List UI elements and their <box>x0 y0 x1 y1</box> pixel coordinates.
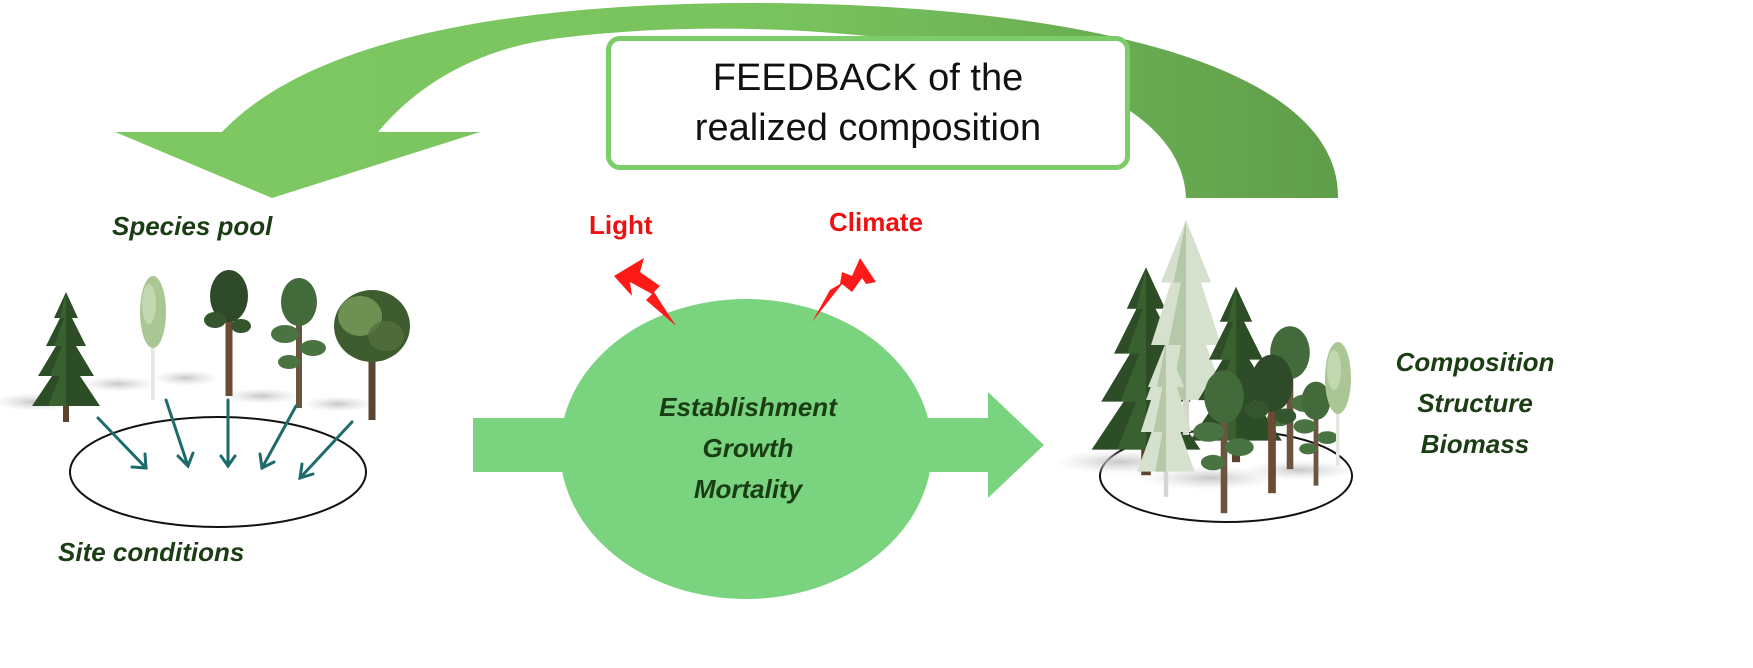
spruce-tree-icon <box>32 292 100 422</box>
process-establishment: Establishment <box>659 392 837 422</box>
output-list: Composition Structure Biomass <box>1375 342 1575 465</box>
output-composition: Composition <box>1395 347 1555 377</box>
climate-label: Climate <box>829 207 923 237</box>
feedback-line-2: realized composition <box>694 107 1042 149</box>
light-lightning-bolt-icon <box>614 258 676 326</box>
climate-lightning-bolt-icon <box>812 258 876 322</box>
feedback-line-1: FEEDBACK of the <box>712 57 1024 99</box>
feedback-box: FEEDBACK of the realized composition <box>606 36 1130 170</box>
site-conditions-label: Site conditions <box>58 537 245 567</box>
output-biomass: Biomass <box>1420 429 1530 459</box>
process-list: Establishment Growth Mortality <box>608 387 888 510</box>
process-ellipse <box>560 299 932 599</box>
site-conditions-ellipse <box>69 416 367 528</box>
larch-tree-icon <box>271 278 326 408</box>
species-pool-label: Species pool <box>112 211 273 241</box>
species-to-site-arrows <box>96 398 354 481</box>
light-label: Light <box>589 210 653 240</box>
realized-forest-trees <box>1054 220 1356 514</box>
process-mortality: Mortality <box>693 474 803 504</box>
output-structure: Structure <box>1417 388 1533 418</box>
process-growth: Growth <box>702 433 794 463</box>
species-pool-trees <box>0 270 410 422</box>
